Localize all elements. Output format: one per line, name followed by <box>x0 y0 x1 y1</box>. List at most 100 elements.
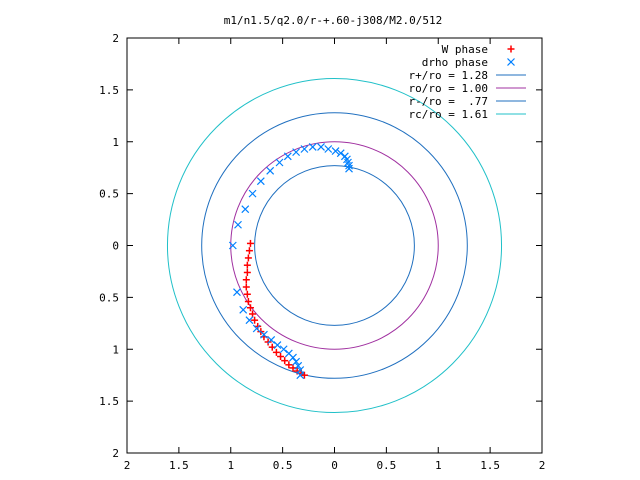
legend-label: ro/ro = 1.00 <box>409 82 488 95</box>
y-tick-label: 1 <box>112 136 119 149</box>
y-tick-label: 2 <box>112 447 119 460</box>
data-point <box>260 330 268 339</box>
marker-stroke <box>283 152 292 161</box>
data-point <box>252 324 261 333</box>
y-tick-label: 1.5 <box>99 84 119 97</box>
data-point <box>331 147 340 156</box>
data-point <box>256 177 265 186</box>
data-point <box>239 305 248 314</box>
data-point <box>317 143 325 151</box>
marker-stroke <box>289 353 297 362</box>
reference-circles <box>166 77 503 414</box>
marker-stroke <box>256 177 265 186</box>
data-point <box>244 254 252 262</box>
marker-stroke <box>343 155 351 164</box>
x-tick-label: 1 <box>435 459 442 472</box>
data-point <box>241 205 250 214</box>
y-tick-label: 1.5 <box>99 395 119 408</box>
circle-r+ <box>201 112 468 379</box>
data-point <box>273 341 282 350</box>
y-tick-label: 1 <box>112 343 119 356</box>
legend-marker <box>507 58 515 66</box>
data-points <box>228 143 353 380</box>
marker-stroke <box>266 166 275 175</box>
data-point <box>233 288 241 297</box>
data-point <box>279 345 288 354</box>
legend-label: r-/ro = .77 <box>409 95 488 108</box>
x-tick-label: 2 <box>124 459 131 472</box>
data-point <box>292 357 301 366</box>
marker-stroke <box>300 145 309 153</box>
circle-ro <box>230 141 439 350</box>
data-point <box>345 164 353 173</box>
data-point <box>267 335 276 344</box>
data-point <box>300 371 308 379</box>
legend-label: rc/ro = 1.61 <box>409 108 488 121</box>
data-point <box>242 283 250 291</box>
marker-stroke <box>340 152 349 161</box>
marker-stroke <box>228 241 237 250</box>
marker-stroke <box>248 189 257 198</box>
data-point <box>243 290 251 298</box>
data-point <box>248 189 257 198</box>
marker-stroke <box>233 288 241 297</box>
marker-stroke <box>317 143 325 151</box>
marker-stroke <box>324 145 333 153</box>
data-point <box>308 143 317 151</box>
x-tick-label: 1.5 <box>480 459 500 472</box>
data-point <box>285 361 293 369</box>
data-point <box>300 145 309 153</box>
x-tick-label: 1 <box>227 459 234 472</box>
data-point <box>324 145 333 153</box>
data-point <box>281 357 289 365</box>
x-tick-label: 2 <box>539 459 546 472</box>
x-tick-label: 1.5 <box>169 459 189 472</box>
marker-stroke <box>241 205 250 214</box>
data-point <box>245 316 254 325</box>
data-point <box>289 353 297 362</box>
chart-title: m1/n1.5/q2.0/r-+.60-j308/M2.0/512 <box>224 14 443 27</box>
data-point <box>275 158 284 167</box>
data-point <box>245 247 253 255</box>
marker-stroke <box>507 58 515 66</box>
data-point <box>243 268 251 276</box>
data-point <box>272 348 280 356</box>
data-point <box>292 148 301 157</box>
marker-stroke <box>292 148 301 157</box>
data-point <box>234 220 242 229</box>
data-point <box>228 241 237 250</box>
marker-stroke <box>275 158 284 167</box>
data-point <box>264 338 272 346</box>
x-tick-label: 0.5 <box>376 459 396 472</box>
data-point <box>244 298 252 306</box>
data-point <box>246 239 254 247</box>
data-point <box>243 261 251 269</box>
marker-stroke <box>308 143 317 151</box>
legend-marker <box>507 45 515 53</box>
marker-stroke <box>239 305 248 314</box>
marker-stroke <box>273 341 282 350</box>
marker-stroke <box>294 361 303 370</box>
data-point <box>266 166 275 175</box>
marker-stroke <box>344 158 352 167</box>
marker-stroke <box>260 330 268 339</box>
series-drho-phase <box>228 143 353 380</box>
circle-rc <box>166 77 503 414</box>
y-tick-label: 0.5 <box>99 188 119 201</box>
marker-stroke <box>292 357 301 366</box>
marker-stroke <box>279 345 288 354</box>
data-point <box>336 149 345 158</box>
x-tick-label: 0 <box>331 459 338 472</box>
marker-stroke <box>336 149 345 158</box>
marker-stroke <box>331 147 340 156</box>
data-point <box>277 353 285 361</box>
data-point <box>246 304 254 312</box>
x-tick-label: 0.5 <box>273 459 293 472</box>
marker-stroke <box>296 371 305 380</box>
legend-label: W phase <box>442 43 488 56</box>
axis-ticks: 2 1.5 1 0.5 0 0.5 1 1.5 221.510.500.511.52 <box>99 32 545 472</box>
data-point <box>251 316 259 324</box>
y-tick-label: 0.5 <box>99 291 119 304</box>
